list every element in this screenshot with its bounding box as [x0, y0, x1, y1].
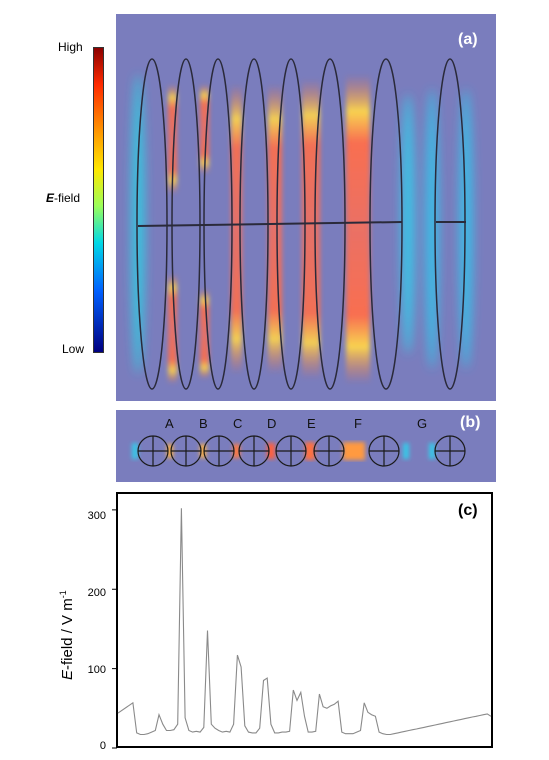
particle-outline [171, 58, 201, 390]
panel-c-tag: (c) [458, 502, 478, 519]
y-tick-label-0: 0 [99, 740, 106, 752]
gap-label-f: F [354, 416, 362, 431]
particle-outline [136, 58, 168, 390]
y-axis-label-sup: -1 [58, 590, 68, 599]
y-axis-label: E-field / V m-1 [58, 590, 76, 680]
particle-outline [369, 58, 403, 390]
particle-outline [434, 58, 466, 390]
panel-c-frame [116, 492, 493, 748]
gap-label-a: A [165, 416, 174, 431]
colorbar-title: E-field [46, 191, 80, 205]
series-line [117, 508, 492, 736]
y-axis-label-italic: E [59, 669, 76, 680]
colorbar [93, 47, 104, 353]
gap-label-d: D [267, 416, 277, 431]
panel-a-field-map [116, 14, 496, 401]
y-tick-label-200: 200 [87, 587, 106, 599]
gap-label-b: B [199, 416, 208, 431]
panel-b-field-map [116, 410, 496, 482]
colorbar-high-label: High [58, 40, 83, 54]
gap-label-g: G [417, 416, 428, 431]
gap-label-c: C [233, 416, 243, 431]
panel-b-tag: (b) [460, 414, 481, 431]
colorbar-title-rest: -field [54, 191, 81, 205]
colorbar-low-label: Low [62, 342, 85, 356]
panel-a-tag: (a) [458, 31, 478, 48]
y-tick-label-100: 100 [87, 664, 106, 676]
y-axis-label-rest: -field / V m [59, 598, 76, 670]
gap-label-e: E [307, 416, 316, 431]
y-tick-label-300: 300 [87, 510, 106, 522]
colorbar-title-italic: E [46, 191, 55, 205]
